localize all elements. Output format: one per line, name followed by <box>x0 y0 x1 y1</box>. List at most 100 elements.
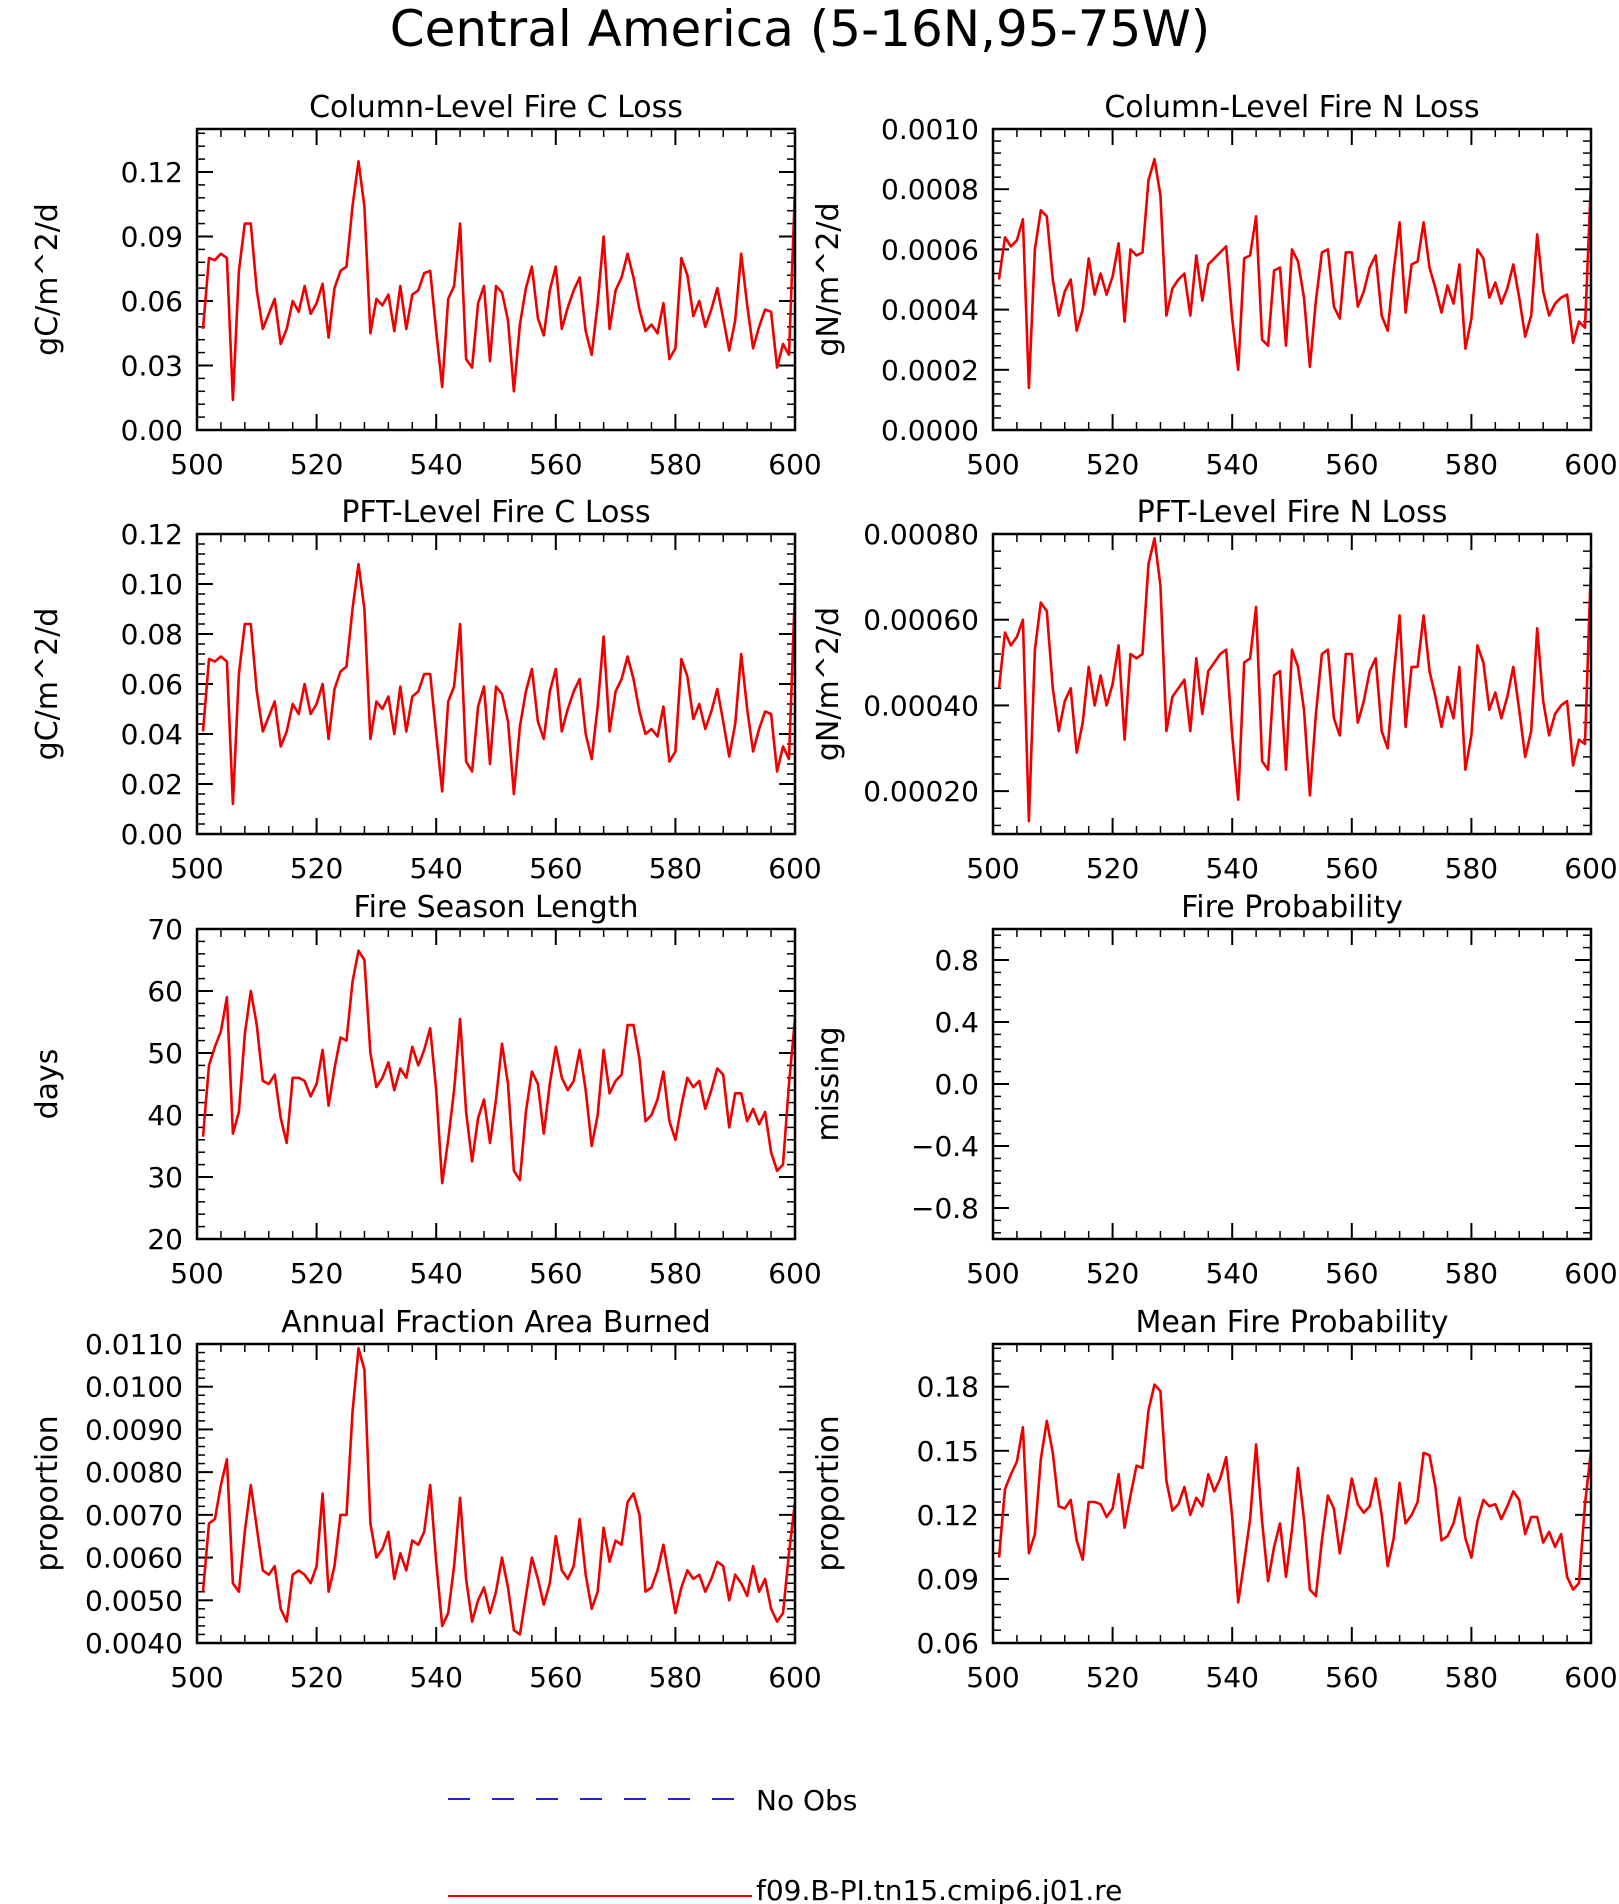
fire-season-length-series-line <box>201 949 797 1185</box>
x-tick-label: 500 <box>966 1257 1019 1290</box>
fire-season-length-panel: 20 30 40 50 60 70 500 520 540 560 580 600 Fire Seaso… <box>30 890 822 1290</box>
x-tick-label: 560 <box>1325 1257 1378 1290</box>
x-tick-label: 560 <box>529 1257 582 1290</box>
fire-probability-panel: −0.8 −0.4 0.0 0.4 0.8 500 520 540 560 580 600 Fire … <box>811 890 1618 1290</box>
y-tick-label: 0.00060 <box>863 604 979 637</box>
x-tick-label: 520 <box>1086 1661 1139 1694</box>
y-tick-label: 60 <box>147 975 183 1008</box>
pft-fire-c-loss-frame <box>195 532 797 836</box>
panel-grid: 0.00 0.03 0.06 0.09 0.12 500 520 540 560 580 600 Co… <box>30 90 1618 1694</box>
fire-season-length-title: Fire Season Length <box>354 890 639 925</box>
x-tick-label: 560 <box>529 448 582 481</box>
pft-fire-c-loss-series-line <box>201 562 797 806</box>
x-tick-label: 560 <box>529 1661 582 1694</box>
y-tick-label: 0.00020 <box>863 775 979 808</box>
fire-season-length-ylabel: days <box>30 1049 65 1120</box>
column-fire-n-loss-ylabel: gN/m^2/d <box>811 202 846 356</box>
x-tick-label: 600 <box>768 448 821 481</box>
mean-fire-probability-title: Mean Fire Probability <box>1136 1305 1449 1340</box>
pft-fire-n-loss-panel: 0.00020 0.00040 0.00060 0.00080 500 520 540 560… <box>811 495 1618 885</box>
legend: No Obs f09.B-PI.tn15.cmip6.j01.re <box>448 1784 1122 1904</box>
fire-probability-ylabel: missing <box>811 1026 846 1141</box>
x-tick-label: 500 <box>170 1661 223 1694</box>
x-tick-label: 540 <box>409 448 462 481</box>
pft-fire-c-loss-panel: 0.00 0.02 0.04 0.06 0.08 0.10 0.12 500 520 540 560… <box>30 495 822 885</box>
x-tick-label: 560 <box>529 852 582 885</box>
y-tick-label: 0.06 <box>121 668 183 701</box>
y-tick-label: 0.0000 <box>881 414 979 447</box>
y-tick-label: 0.0004 <box>881 294 979 327</box>
y-tick-label: 70 <box>147 913 183 946</box>
x-tick-label: 600 <box>1564 448 1617 481</box>
y-tick-label: 0.0008 <box>881 173 979 206</box>
fire-season-length-frame <box>195 927 797 1241</box>
x-tick-label: 580 <box>649 852 702 885</box>
x-tick-label: 520 <box>290 1257 343 1290</box>
y-tick-label: 0.10 <box>121 568 183 601</box>
annual-fraction-area-burned-frame <box>195 1342 797 1645</box>
y-tick-label: 0.0110 <box>85 1328 183 1361</box>
fire-probability-frame <box>991 927 1593 1241</box>
x-tick-label: 600 <box>1564 1257 1617 1290</box>
column-fire-c-loss-series-line <box>201 160 797 402</box>
y-tick-label: 0.12 <box>917 1499 979 1532</box>
x-tick-label: 600 <box>1564 1661 1617 1694</box>
y-tick-label: 0.09 <box>917 1563 979 1596</box>
x-tick-label: 560 <box>1325 1661 1378 1694</box>
y-tick-label: 20 <box>147 1223 183 1256</box>
y-tick-label: 0.08 <box>121 618 183 651</box>
annual-fraction-area-burned-title: Annual Fraction Area Burned <box>281 1305 711 1340</box>
y-tick-label: 50 <box>147 1037 183 1070</box>
y-tick-label: 0.18 <box>917 1371 979 1404</box>
y-tick-label: 0.0080 <box>85 1456 183 1489</box>
x-tick-label: 540 <box>409 1257 462 1290</box>
x-tick-label: 580 <box>1445 1257 1498 1290</box>
y-tick-label: 30 <box>147 1161 183 1194</box>
y-tick-label: 0.00 <box>121 414 183 447</box>
y-tick-label: 0.02 <box>121 768 183 801</box>
x-tick-label: 520 <box>1086 448 1139 481</box>
x-tick-label: 540 <box>409 852 462 885</box>
y-tick-label: −0.8 <box>911 1192 979 1225</box>
pft-fire-c-loss-title: PFT-Level Fire C Loss <box>341 495 650 530</box>
column-fire-c-loss-panel: 0.00 0.03 0.06 0.09 0.12 500 520 540 560 580 600 Co… <box>30 90 822 481</box>
mean-fire-probability-ylabel: proportion <box>811 1415 846 1571</box>
x-tick-label: 500 <box>170 448 223 481</box>
y-tick-label: 0.15 <box>917 1435 979 1468</box>
y-tick-label: 0.0002 <box>881 354 979 387</box>
x-tick-label: 580 <box>1445 448 1498 481</box>
x-tick-label: 600 <box>1564 852 1617 885</box>
x-tick-label: 600 <box>768 1661 821 1694</box>
pft-fire-n-loss-ylabel: gN/m^2/d <box>811 607 846 761</box>
x-tick-label: 540 <box>1205 1661 1258 1694</box>
x-tick-label: 500 <box>966 448 1019 481</box>
y-tick-label: 0.4 <box>934 1006 979 1039</box>
x-tick-label: 600 <box>768 852 821 885</box>
column-fire-n-loss-series-line <box>997 157 1593 390</box>
x-tick-label: 500 <box>170 1257 223 1290</box>
x-tick-label: 580 <box>1445 852 1498 885</box>
y-tick-label: 0.06 <box>917 1627 979 1660</box>
y-tick-label: 0.12 <box>121 518 183 551</box>
column-fire-n-loss-frame <box>991 127 1593 432</box>
column-fire-n-loss-panel: 0.0000 0.0002 0.0004 0.0006 0.0008 0.0010 500 5… <box>811 90 1618 481</box>
y-tick-label: 0.09 <box>121 221 183 254</box>
column-fire-n-loss-title: Column-Level Fire N Loss <box>1104 90 1479 125</box>
pft-fire-n-loss-series-line <box>997 536 1593 823</box>
x-tick-label: 580 <box>1445 1661 1498 1694</box>
y-tick-label: 0.12 <box>121 156 183 189</box>
y-tick-label: 0.00080 <box>863 518 979 551</box>
x-tick-label: 520 <box>290 852 343 885</box>
y-tick-label: 0.04 <box>121 718 183 751</box>
x-tick-label: 560 <box>1325 852 1378 885</box>
y-tick-label: 0.00040 <box>863 689 979 722</box>
legend-label-model: f09.B-PI.tn15.cmip6.j01.re <box>756 1874 1122 1904</box>
y-tick-label: 0.06 <box>121 285 183 318</box>
x-tick-label: 580 <box>649 448 702 481</box>
y-tick-label: 0.8 <box>934 944 979 977</box>
y-tick-label: −0.4 <box>911 1130 979 1163</box>
column-fire-c-loss-ylabel: gC/m^2/d <box>30 203 65 356</box>
x-tick-label: 540 <box>1205 448 1258 481</box>
pft-fire-n-loss-frame <box>991 532 1593 836</box>
